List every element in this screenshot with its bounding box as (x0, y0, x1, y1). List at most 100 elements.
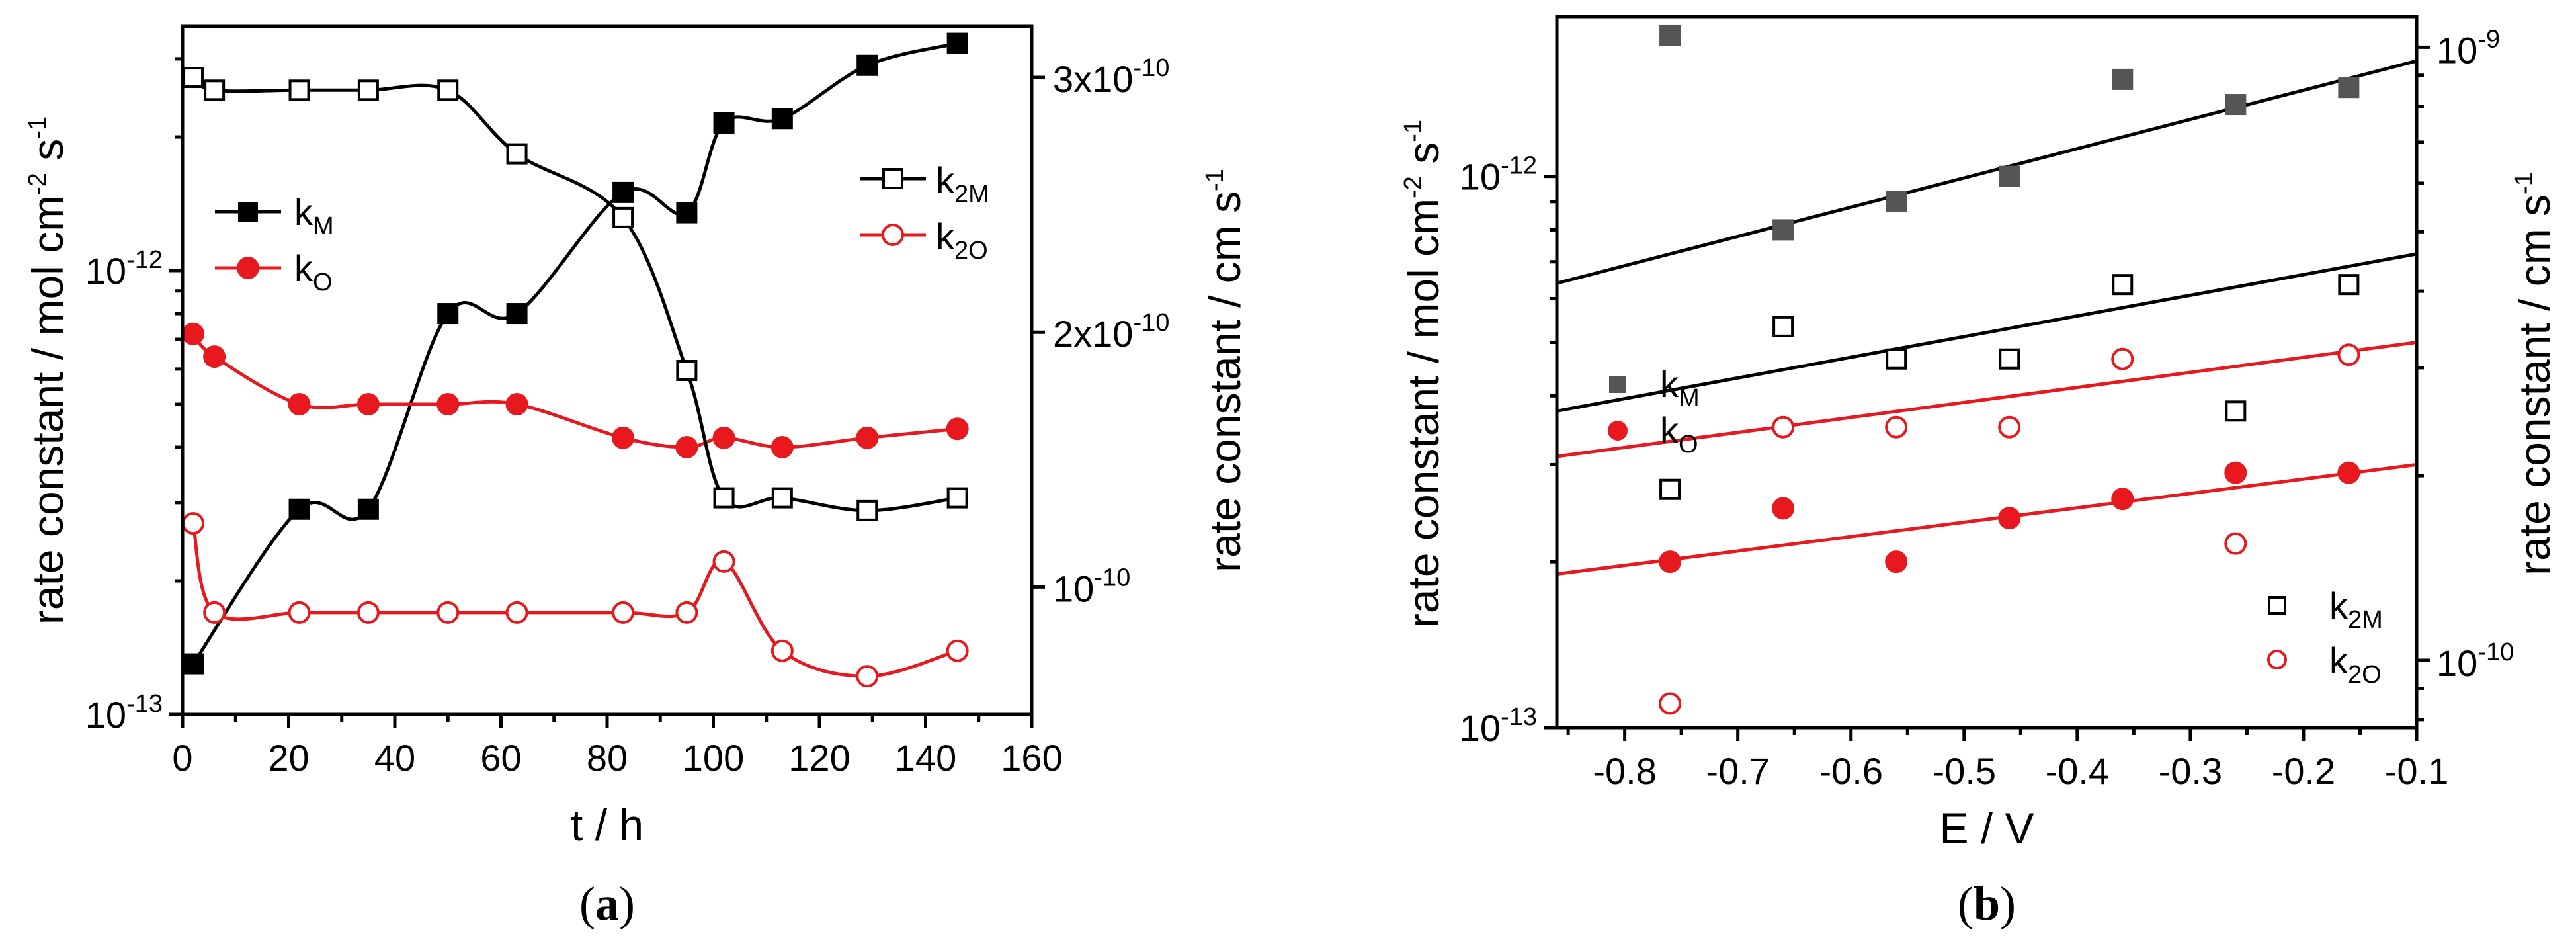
panel-a-points (182, 32, 969, 688)
point-kM (288, 498, 310, 520)
point-kM (2225, 94, 2247, 116)
x-tick-label: -0.8 (1593, 750, 1657, 792)
x-tick-label: 140 (895, 737, 956, 779)
panel-a-plot-frame (181, 24, 1034, 716)
legend-k2O-marker (882, 224, 904, 246)
y-left-tick-label: 10-12 (1460, 152, 1537, 198)
y-right-tick-label: 10-10 (1053, 564, 1130, 609)
point-k2M (1772, 316, 1794, 337)
point-k2M (676, 360, 698, 381)
point-k2M (204, 79, 226, 101)
point-k2O (1998, 415, 2021, 439)
point-k2M (2338, 274, 2360, 296)
x-tick-label: -0.2 (2272, 750, 2336, 792)
legend-b-kM-marker (1609, 376, 1626, 393)
point-kM (1999, 165, 2020, 187)
point-k2O (770, 639, 794, 662)
point-kM (856, 54, 878, 76)
panel-a-y-left-label: rate constant / mol cm-2 s-1 (23, 116, 72, 625)
point-k2M (506, 143, 528, 165)
legend-b-k2O-marker (2267, 650, 2287, 669)
panel-a-ticks: 0 20 40 60 80 100 120 140 160 10-13 10-12 10-10 2x10… (85, 54, 1170, 779)
point-k2M (1999, 348, 2020, 370)
point-k2O (356, 601, 380, 624)
x-tick-label: -0.6 (1819, 750, 1883, 792)
x-tick-label: -0.4 (2046, 750, 2110, 792)
point-k2O (856, 665, 879, 688)
legend-k2O-label: k2O (936, 216, 988, 265)
y-right-tick-label: 3x10-10 (1053, 54, 1169, 100)
point-k2O (436, 601, 460, 624)
point-k2O (1659, 692, 1682, 715)
point-kO (2337, 461, 2360, 484)
x-tick-label: 40 (374, 737, 415, 779)
legend-k2M-marker (882, 168, 903, 189)
curve-kO (192, 333, 958, 449)
point-k2O (2111, 347, 2134, 370)
panel-b-ticks: -0.8 -0.7 -0.6 -0.5 -0.4 -0.3 -0.2 -0.1 10-13 10-… (1460, 25, 2514, 792)
x-tick-label: 160 (1001, 737, 1062, 779)
point-k2M (2112, 274, 2134, 296)
point-kM (612, 181, 634, 203)
point-kO (612, 426, 635, 449)
y-left-tick-label: 10-13 (85, 690, 163, 736)
point-k2O (203, 601, 226, 624)
legend-b-kM-label: kM (1660, 363, 1700, 412)
legend-b-kO-label: kO (1660, 409, 1698, 458)
y-left-tick-label: 10-13 (1460, 703, 1537, 749)
point-kO (856, 426, 879, 449)
point-k2O (612, 601, 635, 624)
panel-b-legend-right: k2M k2O (2267, 585, 2383, 689)
point-kM (713, 112, 735, 134)
panel-a-caption: (a) (579, 877, 635, 930)
point-kM (506, 303, 528, 325)
point-kO (946, 417, 969, 441)
point-kM (2338, 77, 2360, 99)
x-tick-label: -0.1 (2385, 750, 2449, 792)
point-k2M (771, 487, 793, 509)
point-k2M (946, 487, 968, 509)
point-k2M (437, 79, 459, 101)
x-tick-label: 60 (480, 737, 521, 779)
fit-line-k2O-fit (1556, 341, 2417, 458)
legend-kM-label: kM (294, 191, 334, 240)
legend-b-kO-marker (1608, 421, 1628, 441)
point-k2O (675, 601, 698, 624)
point-kO (288, 393, 311, 416)
legend-b-k2M-marker (2268, 596, 2286, 615)
x-tick-label: 80 (587, 737, 628, 779)
y-right-tick-label: 2x10-10 (1053, 309, 1169, 355)
point-k2M (856, 499, 878, 521)
point-kM (183, 653, 204, 675)
point-kO (182, 322, 205, 345)
panel-b-y-left-label: rate constant / mol cm-2 s-1 (1399, 120, 1448, 628)
point-kO (712, 426, 735, 449)
panel-b-caption: (b) (1958, 877, 2016, 930)
legend-k2M-label: k2M (936, 159, 989, 208)
point-k2M (713, 487, 735, 509)
point-kO (1998, 507, 2021, 530)
point-kO (2111, 488, 2134, 511)
panel-b-y-right-label: rate constant / cm s-1 (2510, 172, 2559, 576)
panel-b-plot-frame (1555, 15, 2419, 730)
point-kM (2112, 68, 2134, 90)
panel-a-x-label: t / h (571, 800, 644, 849)
point-kO (436, 393, 460, 416)
point-kO (1772, 497, 1795, 520)
point-k2M (1659, 478, 1681, 500)
panel-b: -0.8 -0.7 -0.6 -0.5 -0.4 -0.3 -0.2 -0.1 10-13 10-… (1399, 15, 2559, 930)
panel-a-y-right-label: rate constant / cm s-1 (1200, 169, 1249, 572)
point-k2M (2225, 400, 2247, 422)
point-kM (946, 32, 968, 54)
point-kM (676, 202, 698, 224)
panel-a-curves (191, 42, 958, 678)
panel-b-fit-lines (1556, 59, 2417, 576)
point-kO (675, 436, 698, 459)
point-k2M (1886, 348, 1907, 370)
legend-b-k2M-label: k2M (2329, 585, 2383, 634)
x-tick-label: -0.3 (2159, 750, 2223, 792)
point-k2O (946, 639, 969, 662)
x-tick-label: 0 (172, 737, 192, 779)
legend-b-k2O-label: k2O (2329, 640, 2382, 689)
panel-a-legend-right: k2M k2O (860, 159, 989, 265)
